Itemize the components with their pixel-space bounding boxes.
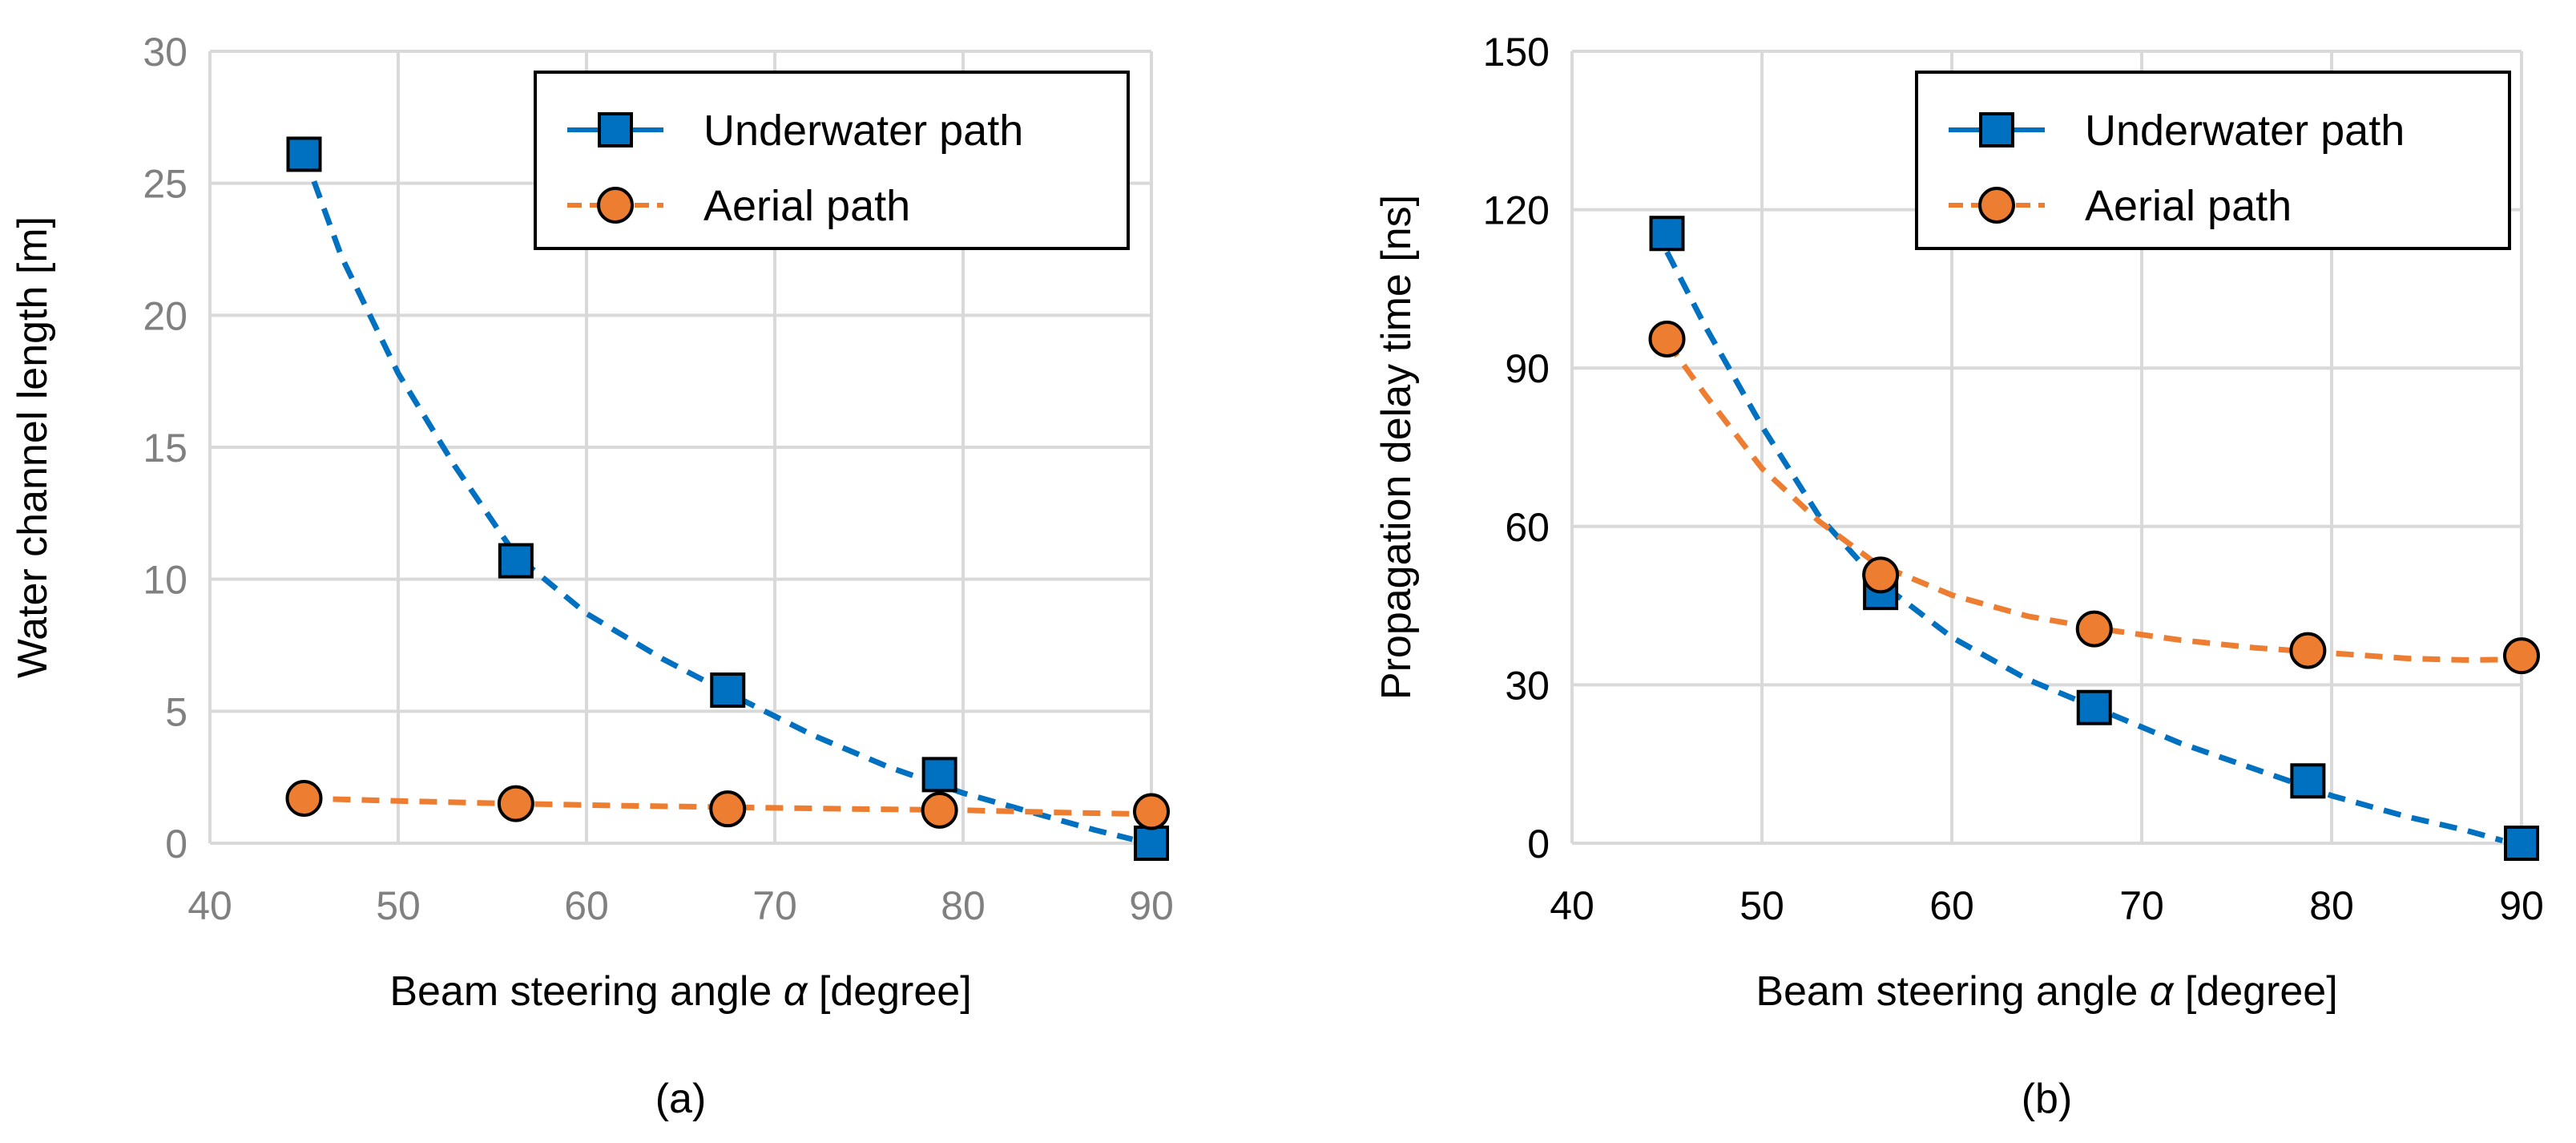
underwater-trendline [1664, 250, 2504, 844]
y-tick-label: 30 [1505, 663, 1550, 708]
x-tick-label: 40 [1550, 883, 1594, 928]
x-axis-label-text: Beam steering angle [1756, 968, 2149, 1015]
x-axis-label-symbol: α [784, 968, 808, 1015]
legend: Underwater path Aerial path [534, 71, 1130, 250]
underwater-point [1649, 216, 1685, 252]
aerial-point [2075, 610, 2113, 648]
x-axis-label: Beam steering angle α [degree] [389, 968, 971, 1015]
y-tick-label: 0 [1527, 822, 1550, 866]
aerial-point [709, 790, 747, 828]
x-tick-label: 50 [1740, 883, 1784, 928]
underwater-point [2504, 826, 2539, 861]
legend-box [534, 71, 1130, 250]
legend: Underwater path Aerial path [1915, 71, 2511, 250]
legend-underwater-marker [1979, 112, 2014, 147]
x-axis-label-symbol: α [2150, 968, 2175, 1015]
x-axis-label: Beam steering angle α [degree] [1756, 968, 2337, 1015]
aerial-point [285, 780, 323, 818]
y-axis-label: Propagation delay time [ns] [1373, 195, 1420, 700]
aerial-point [2503, 637, 2540, 675]
underwater-point [2290, 763, 2326, 799]
x-axis-label-unit: [degree] [807, 968, 971, 1015]
y-tick-label: 150 [1483, 30, 1550, 75]
panel-caption: (b) [2022, 1076, 2073, 1122]
x-axis-label-text: Beam steering angle [389, 968, 783, 1015]
aerial-point [497, 785, 534, 822]
legend-box [1915, 71, 2511, 250]
y-tick-label: 0 [165, 822, 187, 866]
underwater-point [1134, 826, 1169, 861]
x-axis-label-unit: [degree] [2173, 968, 2337, 1015]
underwater-point [710, 672, 746, 708]
x-tick-label: 80 [941, 883, 986, 928]
legend-aerial-marker [597, 187, 634, 224]
legend-label: Underwater path [703, 107, 1023, 155]
aerial-point [2289, 632, 2327, 669]
underwater-point [2076, 689, 2112, 725]
chart-panel-a: 40 50 60 70 80 90 0 5 10 15 20 25 30 Water channel le… [10, 30, 1174, 1122]
x-tick-label: 80 [2309, 883, 2354, 928]
x-tick-label: 40 [187, 883, 232, 928]
underwater-point [286, 136, 322, 172]
x-tick-label: 90 [2499, 883, 2544, 928]
legend-label: Aerial path [703, 182, 910, 230]
x-tick-label: 60 [1929, 883, 1974, 928]
aerial-point [921, 791, 958, 829]
y-tick-label: 90 [1505, 346, 1550, 391]
y-tick-label: 60 [1505, 505, 1550, 550]
legend-aerial-marker [1978, 187, 2015, 224]
y-tick-label: 5 [165, 689, 187, 734]
x-tick-label: 70 [752, 883, 797, 928]
y-tick-label: 15 [143, 426, 187, 471]
y-tick-label: 30 [143, 30, 187, 75]
legend-label: Underwater path [2085, 107, 2405, 155]
aerial-trendline [1664, 340, 2522, 663]
aerial-point [1133, 793, 1170, 830]
x-tick-label: 60 [564, 883, 609, 928]
underwater-trendline [301, 153, 1134, 842]
x-tick-label: 90 [1129, 883, 1174, 928]
aerial-point [1862, 556, 1900, 594]
x-tick-label: 50 [376, 883, 421, 928]
y-tick-label: 10 [143, 558, 187, 603]
y-tick-label: 25 [143, 162, 187, 207]
chart-panel-b: 40 50 60 70 80 90 0 30 60 90 120 150 Propagation del… [1373, 30, 2544, 1122]
legend-label: Aerial path [2085, 182, 2292, 230]
y-tick-label: 120 [1483, 188, 1550, 233]
aerial-point [1648, 320, 1686, 357]
panel-caption: (a) [655, 1076, 707, 1122]
underwater-point [498, 543, 534, 579]
legend-underwater-marker [598, 112, 633, 147]
x-tick-label: 70 [2119, 883, 2164, 928]
y-axis-label: Water channel length [m] [10, 216, 56, 678]
y-tick-label: 20 [143, 293, 187, 338]
underwater-point [921, 757, 957, 793]
